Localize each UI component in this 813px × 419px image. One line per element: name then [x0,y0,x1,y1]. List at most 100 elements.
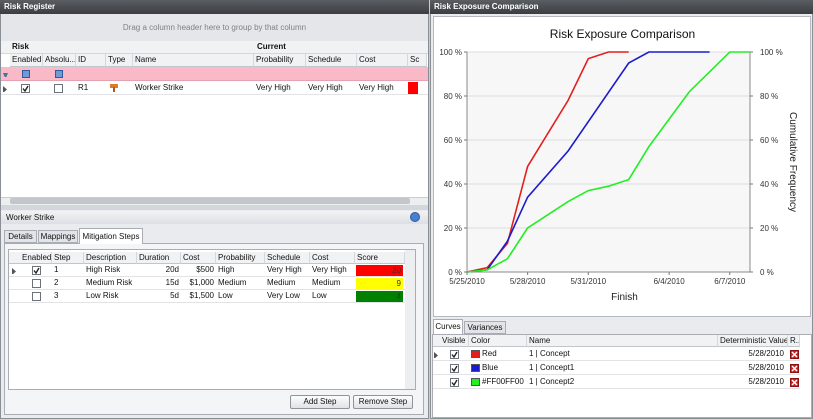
y-tick-label: 20 % [444,224,462,233]
x-tick-label: 5/28/2010 [510,277,546,286]
cell: 3 [54,290,82,303]
column-header[interactable]: Absolu... [43,54,76,67]
column-header[interactable]: Cost [357,54,408,67]
column-header[interactable]: Color [469,335,527,347]
cell: Very High [267,264,308,277]
column-header[interactable]: Cost [181,252,216,264]
y2-axis-label: Cumulative Frequency [787,112,798,212]
group-panel: Drag a column header here to group by th… [1,14,428,41]
v-scrollbar[interactable] [405,250,415,389]
column-header[interactable]: Duration [137,252,181,264]
column-header[interactable]: Cost [310,252,355,264]
y2-tick-label: 40 % [760,180,778,189]
x-tick-label: 6/7/2010 [714,277,746,286]
column-header[interactable]: Description [84,252,137,264]
cell: Low Risk [86,290,135,303]
score-cell [408,82,418,94]
column-header[interactable]: R... [788,335,800,347]
cell: $1,000 [183,277,214,290]
checkbox[interactable] [32,266,41,275]
remove-icon[interactable] [790,350,799,359]
column-header[interactable]: Sc [408,54,427,67]
cell: Very High [312,264,353,277]
cell: Low [312,290,353,303]
splitter[interactable] [1,205,428,210]
cell: $1,500 [183,290,214,303]
filter-icon[interactable] [22,70,30,78]
y2-tick-label: 60 % [760,136,778,145]
checkbox[interactable] [32,279,41,288]
panel-header: Risk Exposure Comparison [430,0,813,14]
collapse-icon[interactable] [410,212,420,222]
tab[interactable]: Variances [464,321,506,334]
column-header[interactable]: Score [355,252,405,264]
cell: 5d [139,290,179,303]
cell: Very High [308,82,359,94]
y-tick-label: 40 % [444,180,462,189]
score-cell: 4 [356,291,403,302]
cell: 1 | Concept1 [529,362,716,374]
column-header[interactable]: Probability [254,54,306,67]
filter-icon[interactable] [55,70,63,78]
column-header[interactable]: Deterministic Value [718,335,788,347]
column-header[interactable]: Schedule [265,252,310,264]
plot-area [467,52,750,272]
filter-row [1,67,428,81]
cell: R1 [78,82,108,94]
cell: Worker Strike [135,82,256,94]
cell: 20d [139,264,179,277]
y-tick-label: 80 % [444,92,462,101]
y-tick-label: 60 % [444,136,462,145]
button[interactable]: Remove Step [353,395,413,409]
column-header[interactable]: Name [133,54,254,67]
column-header [9,252,20,264]
column-header[interactable]: Type [106,54,133,67]
cell: Very High [256,82,308,94]
column-header[interactable]: Schedule [306,54,357,67]
row-indicator [434,351,439,358]
column-header[interactable]: Enabled [10,54,43,67]
cell: High Risk [86,264,135,277]
cell: 1 | Concept2 [529,376,716,388]
cell: 15d [139,277,179,290]
remove-icon[interactable] [790,378,799,387]
x-axis-label: Finish [611,292,638,303]
column-header[interactable]: Name [527,335,718,347]
panel-header: Risk Register [0,0,429,14]
tab[interactable]: Mitigation Steps [79,228,143,244]
score-cell: 9 [356,278,403,289]
cell: $500 [183,264,214,277]
cell: Low [218,290,263,303]
cell: Medium [267,277,308,290]
checkbox[interactable] [54,84,63,93]
button[interactable]: Add Step [290,395,350,409]
column-header[interactable]: Step [52,252,84,264]
details-header: Worker Strike [1,211,428,224]
cell: Blue [482,362,527,374]
y2-tick-label: 20 % [760,224,778,233]
y-tick-label: 100 % [439,48,462,57]
column-header[interactable]: Enabled [20,252,52,264]
checkbox[interactable] [450,364,459,373]
checkbox[interactable] [32,292,41,301]
remove-icon[interactable] [790,364,799,373]
column-header[interactable]: ID [76,54,106,67]
cell: 5/28/2010 [720,376,784,388]
cell: Medium [218,277,263,290]
x-tick-label: 5/31/2010 [570,277,606,286]
checkbox[interactable] [21,84,30,93]
checkbox[interactable] [450,378,459,387]
scroll-thumb[interactable] [10,198,410,204]
x-tick-label: 6/4/2010 [654,277,686,286]
tab[interactable]: Mappings [38,230,78,243]
cell: 1 [54,264,82,277]
column-header[interactable]: Probability [216,252,265,264]
cell: Very Low [267,290,308,303]
cell: Red [482,348,527,360]
tab[interactable]: Details [4,230,37,243]
score-cell: 20 [356,265,403,276]
tab[interactable]: Curves [433,319,463,334]
column-header[interactable]: Visible [440,335,469,347]
checkbox[interactable] [450,350,459,359]
cell: #FF00FF00 [482,376,527,388]
